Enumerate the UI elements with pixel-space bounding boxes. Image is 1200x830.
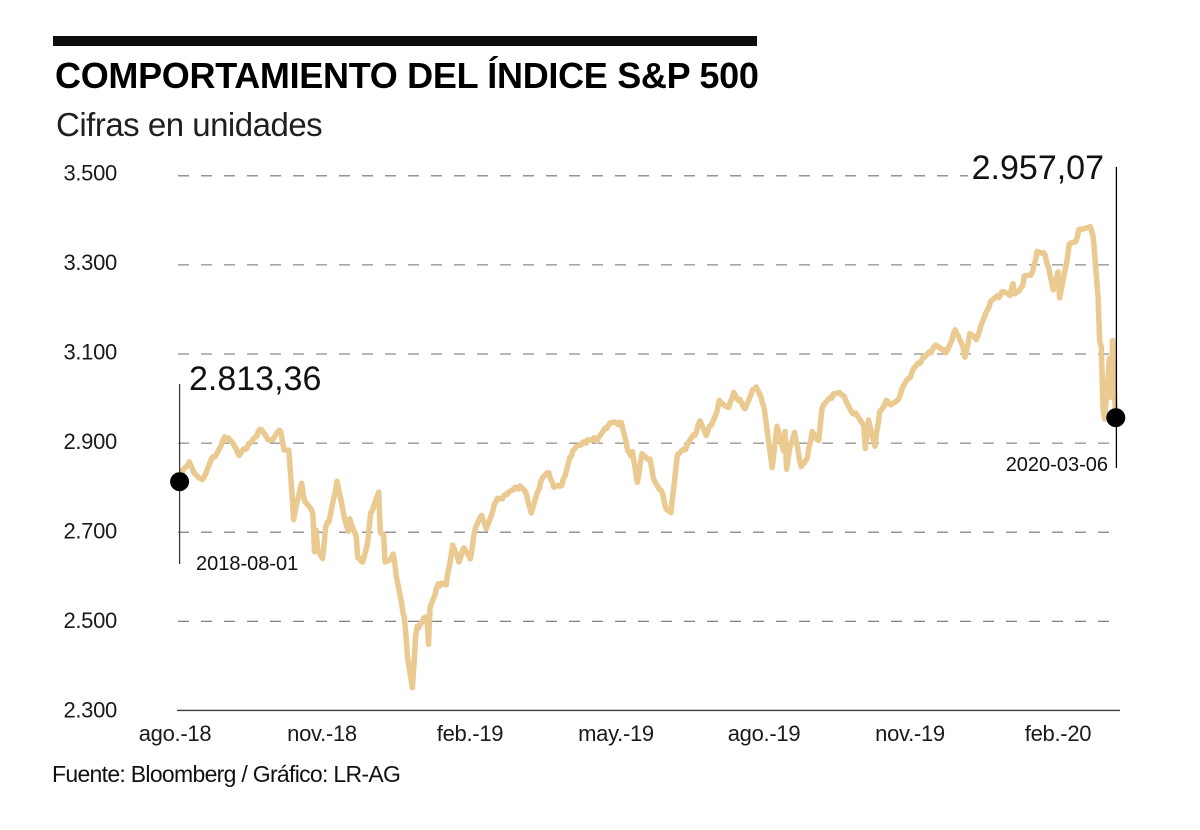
svg-text:feb.-19: feb.-19 bbox=[437, 721, 503, 746]
svg-text:Cifras en unidades: Cifras en unidades bbox=[56, 106, 322, 143]
svg-text:COMPORTAMIENTO DEL ÍNDICE S&P: COMPORTAMIENTO DEL ÍNDICE S&P 500 bbox=[55, 55, 759, 96]
svg-text:nov.-19: nov.-19 bbox=[875, 721, 945, 746]
svg-text:2.700: 2.700 bbox=[63, 519, 117, 544]
svg-text:may.-19: may.-19 bbox=[578, 721, 654, 746]
svg-text:nov.-18: nov.-18 bbox=[287, 721, 357, 746]
svg-text:2018-08-01: 2018-08-01 bbox=[196, 553, 298, 575]
svg-text:feb.-20: feb.-20 bbox=[1025, 721, 1091, 746]
svg-text:2020-03-06: 2020-03-06 bbox=[1006, 454, 1108, 476]
svg-text:ago.-19: ago.-19 bbox=[728, 721, 801, 746]
svg-text:3.100: 3.100 bbox=[63, 340, 117, 365]
svg-text:2.300: 2.300 bbox=[63, 698, 117, 723]
svg-text:2.900: 2.900 bbox=[63, 429, 117, 454]
svg-text:3.500: 3.500 bbox=[63, 161, 117, 186]
svg-text:2.813,36: 2.813,36 bbox=[189, 360, 321, 398]
svg-text:2.957,07: 2.957,07 bbox=[972, 149, 1104, 187]
svg-text:3.300: 3.300 bbox=[63, 250, 117, 275]
svg-text:ago.-18: ago.-18 bbox=[139, 721, 212, 746]
svg-text:Fuente: Bloomberg / Gráfico: L: Fuente: Bloomberg / Gráfico: LR-AG bbox=[52, 761, 400, 787]
svg-text:2.500: 2.500 bbox=[63, 608, 117, 633]
